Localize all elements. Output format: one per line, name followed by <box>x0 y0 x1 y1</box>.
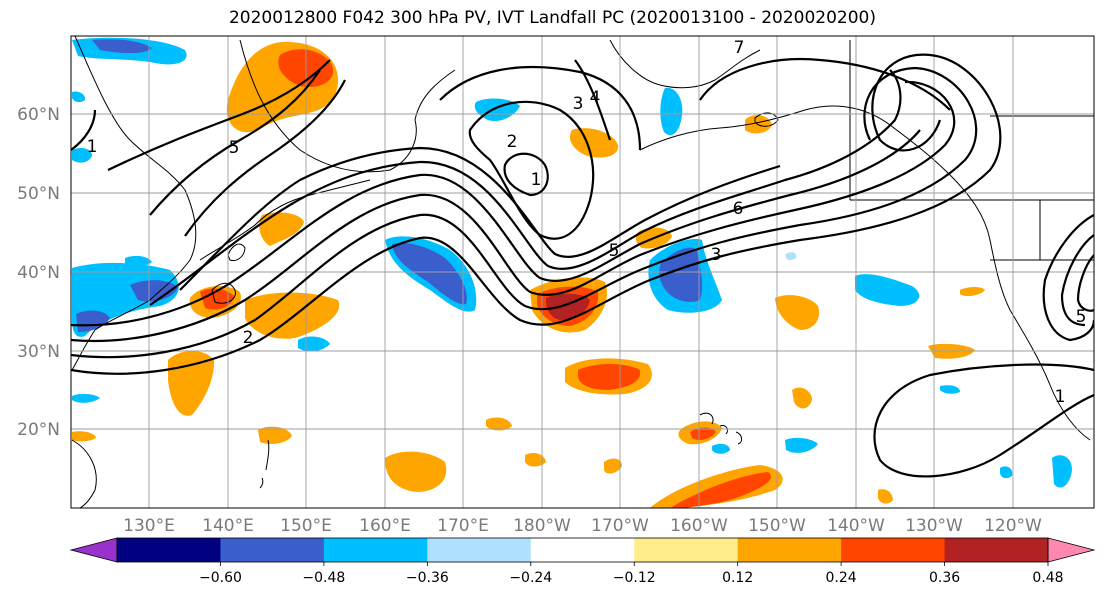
contour-labels: 1 1 2 2 3 4 5 5 6 7 1 5 3 <box>87 38 1087 407</box>
colorbar-segment <box>841 538 946 562</box>
colorbar-tick-label: −0.24 <box>509 570 552 586</box>
colorbar-frame <box>116 537 1049 563</box>
colorbar-tick-label: 0.48 <box>1032 570 1063 586</box>
colorbar-segment <box>530 538 635 562</box>
ivt-contours <box>71 53 1094 478</box>
contour-label: 4 <box>590 88 601 108</box>
pv-anomaly-shading <box>72 37 1072 508</box>
longitude-labels: 130°E 140°E 150°E 160°E 170°E 180°W 170°… <box>123 516 1042 536</box>
colorbar-segment <box>427 538 532 562</box>
contour-label: 7 <box>734 38 745 58</box>
contour-label: 1 <box>87 137 98 157</box>
colorbar-tick-label: −0.60 <box>199 570 242 586</box>
colorbar-tick-label: 0.24 <box>826 570 857 586</box>
graticule <box>71 36 1094 508</box>
colorbar-segment <box>117 538 221 562</box>
map-title: 2020012800 F042 300 hPa PV, IVT Landfall… <box>228 8 876 28</box>
colorbar-extend-low <box>69 537 118 563</box>
lon-label: 140°E <box>202 516 254 536</box>
contour-label: 5 <box>1076 307 1087 327</box>
colorbar-tick-label: −0.48 <box>302 570 345 586</box>
contour-label: 3 <box>573 94 584 114</box>
colorbar-segment <box>944 538 1049 562</box>
lon-label: 170°W <box>591 516 649 536</box>
colorbar-tick-label: −0.12 <box>613 570 656 586</box>
lon-label: 130°E <box>123 516 175 536</box>
lon-label: 180°W <box>513 516 571 536</box>
colorbar-segment <box>323 538 428 562</box>
lat-label: 50°N <box>17 184 60 204</box>
lon-label: 170°E <box>437 516 489 536</box>
colorbar-ticks: −0.60 −0.48 −0.36 −0.24 −0.12 0.12 0.24 0.36 0.4… <box>199 562 1064 586</box>
colorbar-segment <box>737 538 842 562</box>
colorbar <box>69 537 1096 563</box>
contour-label: 2 <box>507 132 518 152</box>
lon-label: 120°W <box>984 516 1042 536</box>
contour-label: 2 <box>243 328 254 348</box>
lon-label: 150°W <box>748 516 806 536</box>
colorbar-segment <box>634 538 739 562</box>
contour-label: 6 <box>733 199 744 219</box>
lon-label: 150°E <box>280 516 332 536</box>
latitude-labels: 60°N 50°N 40°N 30°N 20°N <box>17 105 60 440</box>
colorbar-extend-high <box>1047 537 1096 563</box>
lon-label: 160°E <box>359 516 411 536</box>
contour-label: 3 <box>711 245 722 265</box>
plot-frame <box>70 35 1095 509</box>
lat-label: 20°N <box>17 420 60 440</box>
lat-label: 30°N <box>17 342 60 362</box>
contour-label: 5 <box>229 138 240 158</box>
colorbar-segment <box>220 538 325 562</box>
lon-label: 140°W <box>827 516 885 536</box>
colorbar-tick-label: 0.12 <box>722 570 753 586</box>
coastlines <box>71 36 1094 508</box>
contour-label: 1 <box>531 170 542 190</box>
contour-label: 1 <box>1055 387 1066 407</box>
lon-label: 160°W <box>670 516 728 536</box>
lat-label: 40°N <box>17 263 60 283</box>
colorbar-tick-label: 0.36 <box>929 570 960 586</box>
contour-label: 5 <box>609 241 620 261</box>
lat-label: 60°N <box>17 105 60 125</box>
colorbar-tick-label: −0.36 <box>406 570 449 586</box>
lon-label: 130°W <box>905 516 963 536</box>
